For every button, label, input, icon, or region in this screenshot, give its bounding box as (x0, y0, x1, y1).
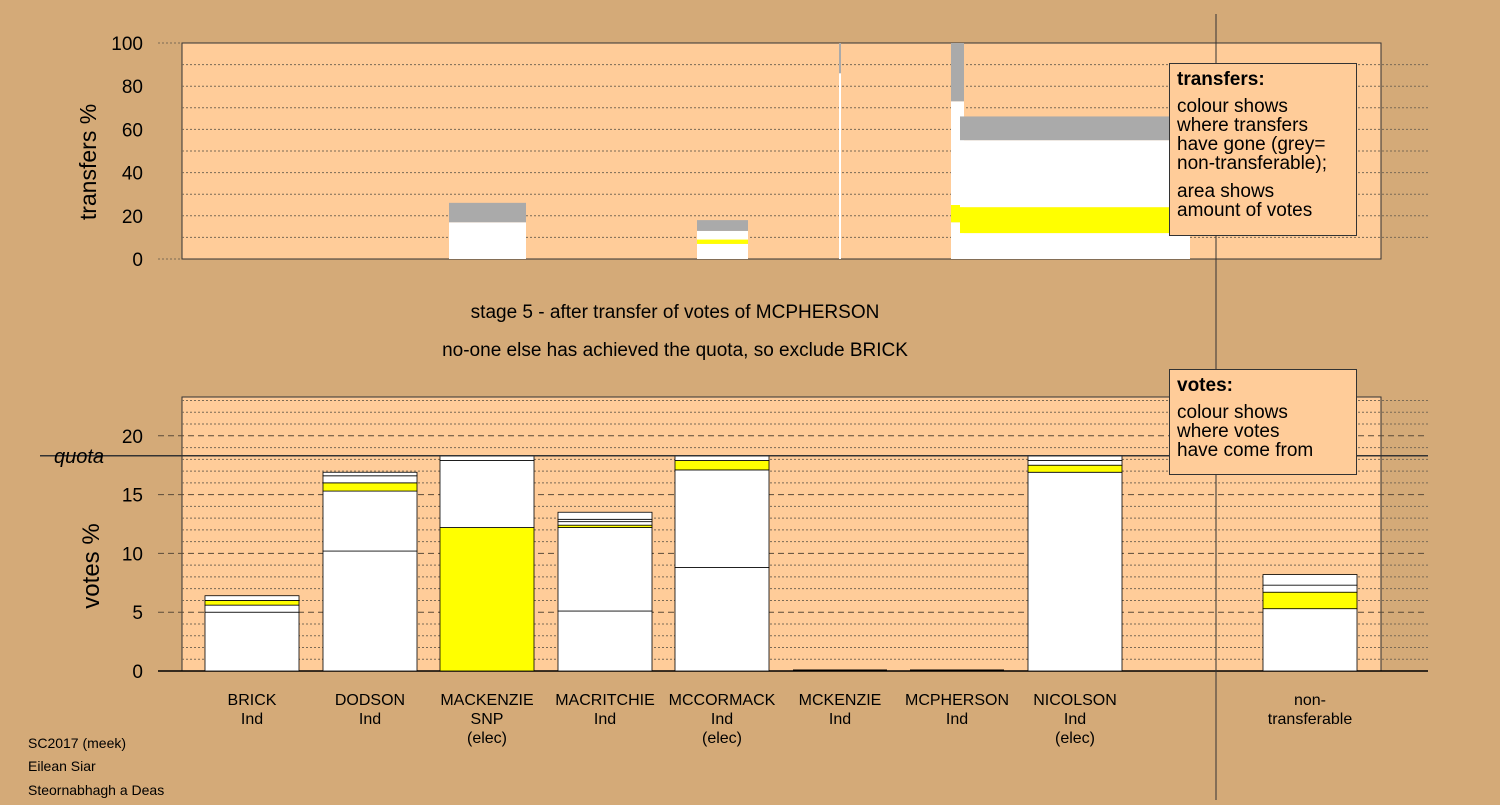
candidate-party-label: Ind (241, 711, 263, 728)
candidate-bar-segment (557, 610, 653, 672)
candidate-bar-segment (1027, 464, 1123, 473)
candidate-party-label: Ind (594, 711, 616, 728)
transfers-y-tick-label: 80 (122, 77, 143, 98)
votes-legend-text: colour shows where votes have come from (1177, 402, 1314, 461)
candidate-status-label: (elec) (467, 730, 507, 747)
candidate-party-label: SNP (471, 711, 504, 728)
candidate-bar-segment (1262, 574, 1358, 586)
candidate-bar-segment (439, 527, 535, 672)
candidate-bar-segment (322, 550, 418, 672)
transfers-y-tick-label: 40 (122, 164, 143, 185)
transfers-y-tick-label: 0 (132, 250, 143, 271)
footer-council: Eilean Siar (28, 758, 96, 774)
votes-y-axis-label: votes % (78, 523, 105, 608)
candidate-bar-segment (557, 521, 653, 526)
candidate-party-label: Ind (946, 711, 968, 728)
candidate-name-label: NICOLSON (1033, 692, 1117, 709)
candidate-bar-segment (322, 475, 418, 484)
transfers-y-tick-label: 60 (122, 120, 143, 141)
transfer-bar-segment (449, 222, 526, 259)
transfer-bar-segment (960, 116, 1190, 141)
transfer-bar-segment (697, 239, 748, 244)
candidate-bar-segment (1262, 584, 1358, 593)
candidate-bar-segment (674, 469, 770, 568)
candidate-name-label: MCCORMACK (669, 692, 776, 709)
candidate-bar-segment (322, 490, 418, 552)
transfers-y-tick-label: 20 (122, 207, 143, 228)
transfers-legend-area-text: area shows amount of votes (1177, 181, 1313, 221)
candidate-name-label: MCKENZIE (799, 692, 882, 709)
status-caption: no-one else has achieved the quota, so e… (442, 340, 908, 361)
candidate-bar-segment (322, 482, 418, 492)
transfer-bar-segment (697, 220, 748, 231)
candidate-bar-segment (557, 527, 653, 612)
votes-y-tick-label: 5 (132, 603, 143, 624)
candidate-name-label: DODSON (335, 692, 405, 709)
transfers-legend-text: colour shows where transfers have gone (… (1177, 96, 1327, 174)
candidate-bar-segment (1027, 471, 1123, 672)
candidate-bar-segment (674, 567, 770, 672)
votes-legend: votes: colour shows where votes have com… (1169, 369, 1357, 475)
transfers-legend-title: transfers: (1177, 69, 1265, 90)
candidate-bar-segment (322, 471, 418, 477)
transfer-bar-segment (951, 43, 964, 102)
candidate-bar-segment (204, 600, 300, 606)
votes-y-tick-label: 0 (132, 662, 143, 683)
candidate-bar-segment (674, 460, 770, 471)
candidate-bar-segment (204, 595, 300, 601)
votes-y-tick-label: 10 (122, 544, 143, 565)
candidate-bar-segment (1262, 608, 1358, 672)
candidate-bar-segment (1027, 460, 1123, 466)
candidate-party-label: Ind (359, 711, 381, 728)
footer-ward: Steornabhagh a Deas (28, 782, 165, 798)
candidate-status-label: (elec) (702, 730, 742, 747)
transfer-bar-segment (839, 73, 841, 260)
candidate-party-label: Ind (829, 711, 851, 728)
candidate-party-label: Ind (711, 711, 733, 728)
transfer-bar-segment (697, 230, 748, 240)
footer-election: SC2017 (meek) (28, 735, 127, 751)
candidate-name-label: BRICK (228, 692, 277, 709)
candidate-bar-segment (1262, 591, 1358, 610)
transfer-bar-segment (839, 43, 841, 74)
quota-label: quota (54, 446, 104, 468)
candidate-name-label: MACKENZIE (440, 692, 533, 709)
transfer-bar-segment (960, 140, 1190, 208)
transfer-bar-segment (449, 202, 526, 223)
candidate-bar-segment (204, 604, 300, 613)
votes-y-tick-label: 20 (122, 427, 143, 448)
candidate-party-label: Ind (1064, 711, 1086, 728)
transfer-bar-segment (960, 233, 1190, 259)
candidate-name-label: MACRITCHIE (555, 692, 655, 709)
candidate-bar-segment (439, 460, 535, 528)
candidate-bar-segment (557, 511, 653, 520)
transfer-bar-segment (697, 243, 748, 259)
candidate-party-label: transferable (1268, 711, 1353, 728)
transfers-y-axis-label: transfers % (75, 104, 101, 220)
votes-y-tick-label: 15 (122, 486, 143, 507)
votes-legend-title: votes: (1177, 375, 1233, 396)
transfers-y-tick-label: 100 (111, 34, 143, 55)
transfer-bar-segment (960, 207, 1190, 234)
candidate-status-label: (elec) (1055, 730, 1095, 747)
candidate-name-label: non- (1294, 692, 1326, 709)
candidate-bar-segment (204, 611, 300, 672)
transfers-legend: transfers: colour shows where transfers … (1169, 63, 1357, 236)
candidate-name-label: MCPHERSON (905, 692, 1009, 709)
stage-caption: stage 5 - after transfer of votes of MCP… (470, 302, 880, 323)
